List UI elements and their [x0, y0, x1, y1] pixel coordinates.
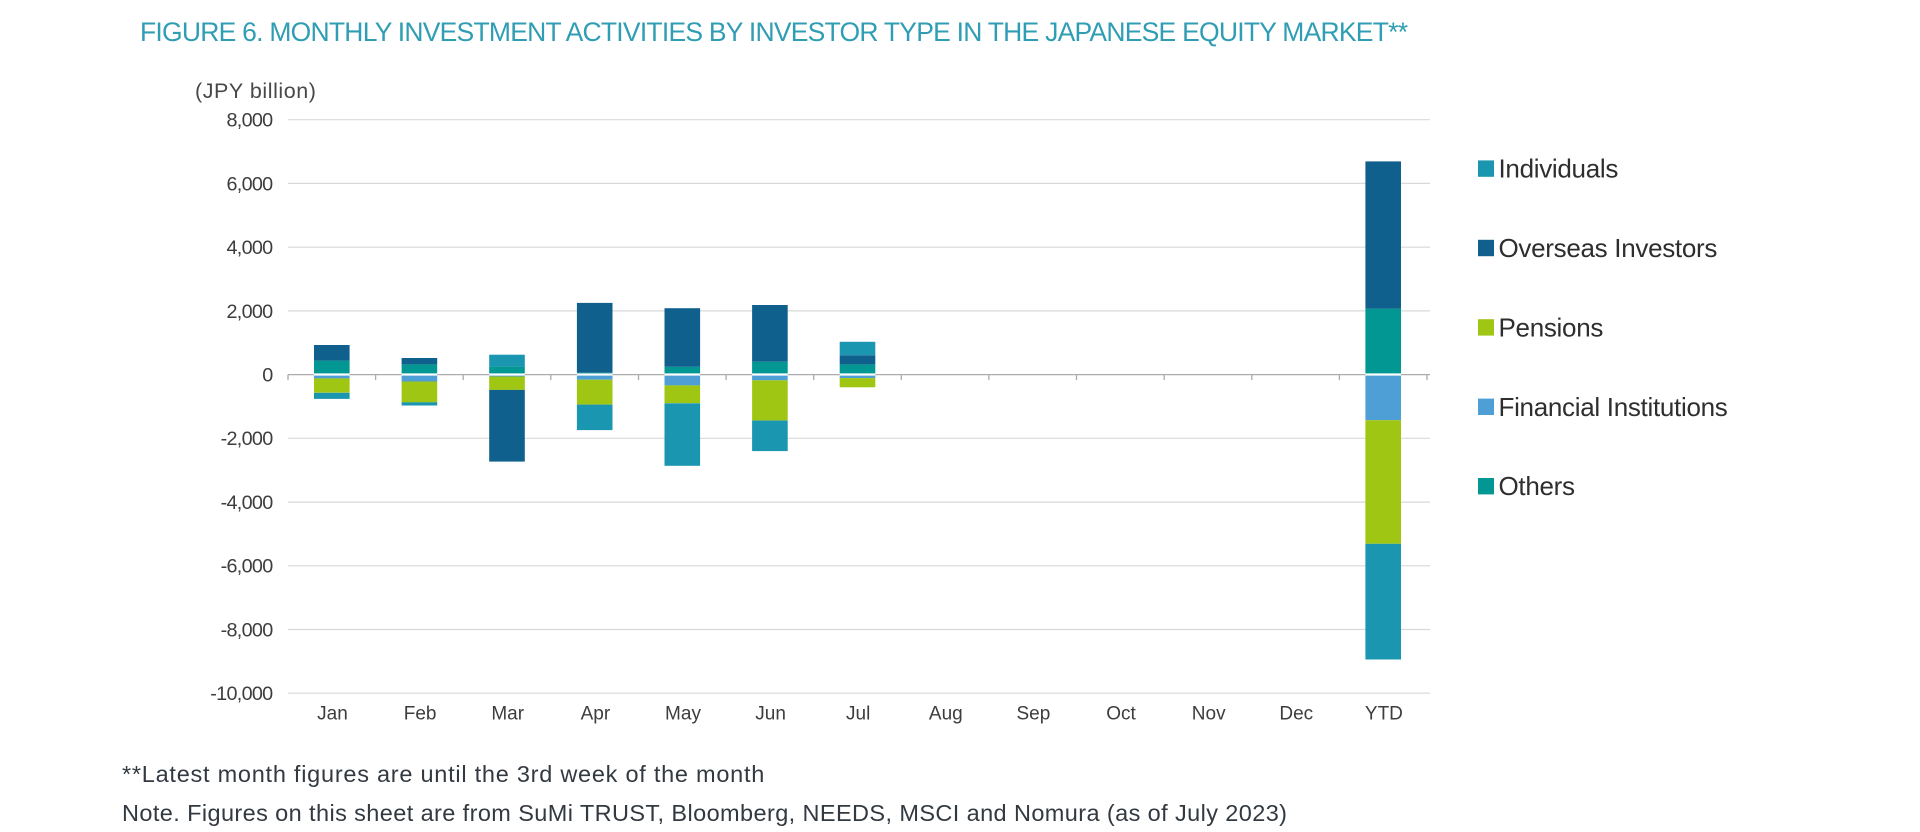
- svg-text:-6,000: -6,000: [221, 556, 274, 578]
- svg-text:6,000: 6,000: [226, 173, 273, 195]
- svg-text:(JPY billion): (JPY billion): [195, 79, 316, 103]
- svg-text:-10,000: -10,000: [210, 683, 273, 705]
- svg-text:-4,000: -4,000: [221, 492, 274, 514]
- svg-text:Aug: Aug: [929, 704, 963, 725]
- svg-text:Financial Institutions: Financial Institutions: [1499, 392, 1728, 422]
- svg-text:Dec: Dec: [1279, 704, 1313, 725]
- svg-text:Jun: Jun: [755, 704, 786, 725]
- svg-text:Feb: Feb: [404, 704, 437, 725]
- svg-text:Jul: Jul: [846, 704, 870, 725]
- svg-text:Oct: Oct: [1106, 704, 1136, 725]
- svg-text:Sep: Sep: [1016, 704, 1050, 725]
- svg-text:YTD: YTD: [1365, 704, 1403, 725]
- svg-text:Mar: Mar: [491, 704, 524, 725]
- svg-text:Jan: Jan: [317, 704, 348, 725]
- svg-text:Overseas Investors: Overseas Investors: [1499, 233, 1718, 263]
- svg-text:4,000: 4,000: [226, 237, 273, 259]
- svg-text:Individuals: Individuals: [1499, 154, 1619, 184]
- svg-text:Others: Others: [1499, 471, 1576, 501]
- svg-text:Apr: Apr: [581, 704, 611, 725]
- svg-text:-2,000: -2,000: [221, 428, 274, 450]
- svg-text:2,000: 2,000: [226, 301, 273, 323]
- svg-text:May: May: [665, 704, 701, 725]
- svg-text:-8,000: -8,000: [221, 619, 274, 641]
- svg-text:8,000: 8,000: [226, 110, 273, 132]
- svg-text:Nov: Nov: [1192, 704, 1226, 725]
- svg-text:0: 0: [262, 365, 273, 387]
- svg-text:Pensions: Pensions: [1499, 312, 1604, 342]
